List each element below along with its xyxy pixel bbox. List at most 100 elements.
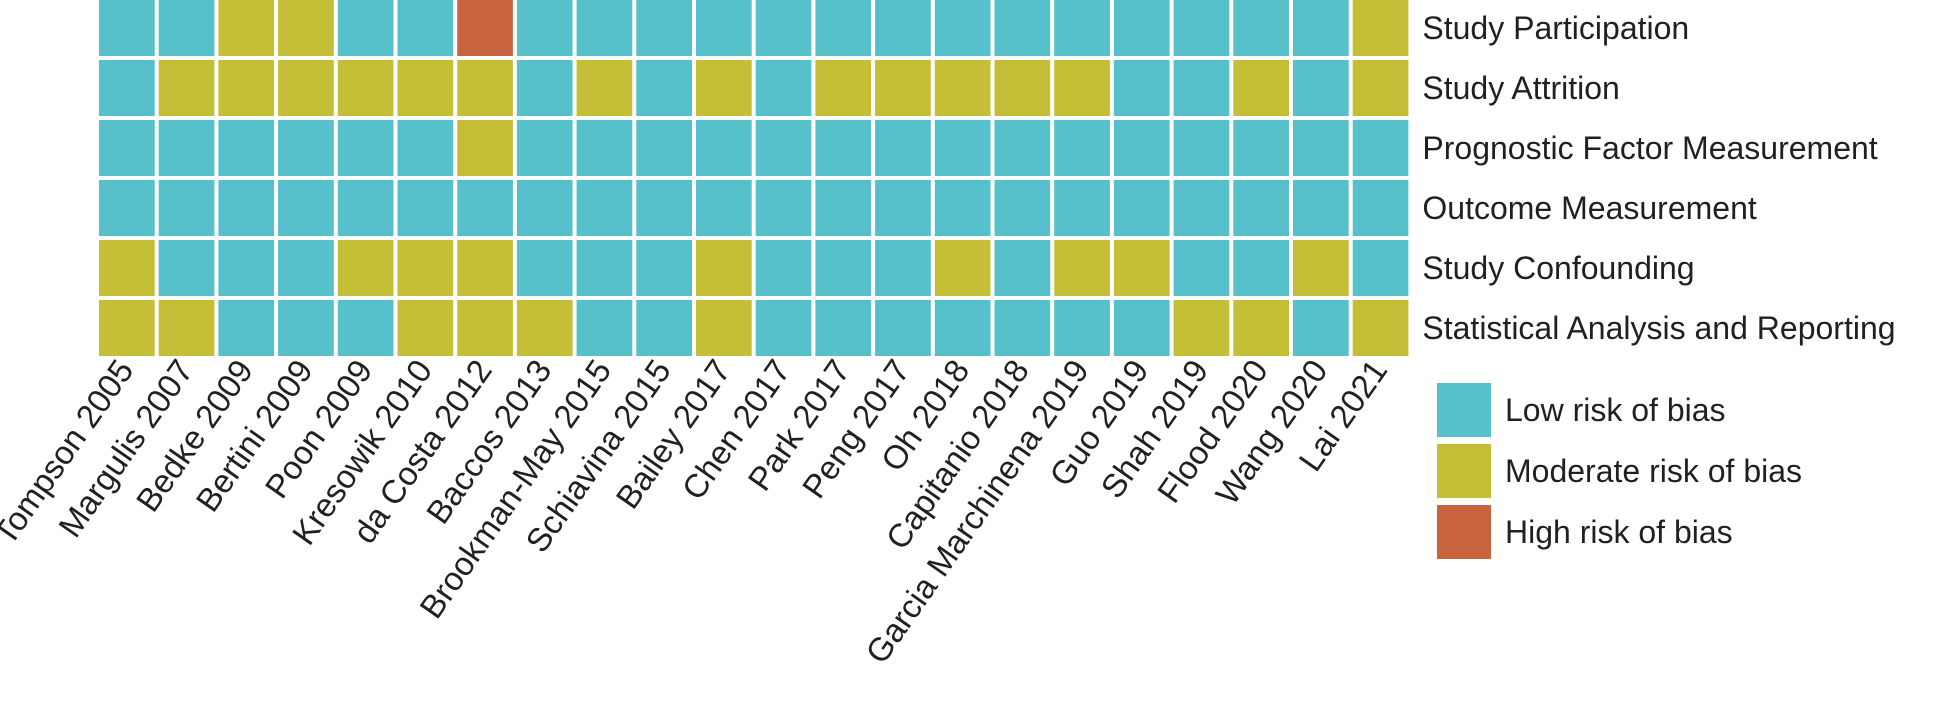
heatmap-cell: [457, 60, 513, 116]
heatmap-cell: [1352, 180, 1409, 236]
heatmap-cell: [397, 120, 454, 176]
heatmap-cell: [158, 180, 215, 236]
heatmap-cell: [1352, 120, 1409, 176]
heatmap-cell: [636, 300, 692, 356]
heatmap-cell: [1233, 300, 1289, 356]
heatmap-cell: [1113, 120, 1170, 176]
heatmap-cell: [1173, 300, 1230, 356]
heatmap-cell: [1233, 180, 1289, 236]
heatmap-cell: [696, 240, 752, 296]
heatmap-cell: [99, 240, 155, 296]
heatmap-cell: [337, 240, 394, 296]
heatmap-cell: [516, 300, 573, 356]
heatmap-cell: [755, 0, 812, 56]
heatmap-cell: [1113, 60, 1170, 116]
heatmap-cell: [696, 120, 752, 176]
heatmap-cell: [576, 0, 633, 56]
heatmap-cell: [815, 300, 872, 356]
heatmap-cell: [397, 0, 454, 56]
heatmap-cell: [1054, 60, 1110, 116]
heatmap-cell: [934, 180, 991, 236]
heatmap-cell: [516, 240, 573, 296]
heatmap-cell: [1054, 300, 1110, 356]
legend-label: Low risk of bias: [1505, 392, 1726, 428]
heatmap-cell: [1352, 60, 1409, 116]
heatmap-cell: [576, 300, 633, 356]
heatmap-cell: [337, 300, 394, 356]
legend-label: Moderate risk of bias: [1505, 453, 1802, 489]
heatmap-cell: [337, 0, 394, 56]
heatmap-cell: [218, 240, 275, 296]
heatmap-cell: [218, 60, 275, 116]
heatmap-cell: [457, 240, 513, 296]
heatmap-cell: [397, 180, 454, 236]
heatmap-cell: [875, 0, 931, 56]
heatmap-cell: [99, 0, 155, 56]
heatmap-cell: [875, 180, 931, 236]
heatmap-cell: [1054, 240, 1110, 296]
heatmap-cell: [994, 60, 1051, 116]
heatmap-cell: [158, 0, 215, 56]
heatmap-cell: [1113, 240, 1170, 296]
heatmap-cell: [755, 300, 812, 356]
heatmap-cell: [576, 60, 633, 116]
legend-swatch: [1437, 383, 1491, 437]
heatmap-cell: [397, 60, 454, 116]
heatmap-cell: [99, 60, 155, 116]
heatmap-cell: [994, 120, 1051, 176]
heatmap-cell: [1054, 180, 1110, 236]
heatmap-cell: [1293, 180, 1349, 236]
heatmap-cell: [875, 300, 931, 356]
heatmap-cell: [636, 240, 692, 296]
heatmap-cell: [218, 0, 275, 56]
heatmap-cell: [337, 180, 394, 236]
heatmap-cell: [457, 0, 513, 56]
heatmap-cell: [576, 240, 633, 296]
heatmap-cell: [815, 240, 872, 296]
row-label: Study Participation: [1422, 10, 1689, 46]
heatmap-cell: [99, 120, 155, 176]
heatmap-cell: [1293, 240, 1349, 296]
heatmap-cell: [397, 240, 454, 296]
heatmap-cell: [457, 120, 513, 176]
heatmap-cell: [934, 60, 991, 116]
heatmap-cell: [278, 120, 334, 176]
heatmap-cell: [158, 120, 215, 176]
heatmap-cell: [278, 240, 334, 296]
heatmap-cell: [516, 60, 573, 116]
heatmap-cell: [934, 0, 991, 56]
heatmap-cell: [815, 180, 872, 236]
heatmap-cell: [1173, 0, 1230, 56]
heatmap-cell: [1054, 120, 1110, 176]
heatmap-cell: [755, 120, 812, 176]
heatmap-cell: [1113, 180, 1170, 236]
heatmap-cell: [875, 120, 931, 176]
heatmap-cell: [1293, 300, 1349, 356]
heatmap-cell: [337, 120, 394, 176]
heatmap-cell: [636, 60, 692, 116]
heatmap-cell: [1233, 120, 1289, 176]
heatmap-cell: [576, 180, 633, 236]
heatmap-cell: [696, 0, 752, 56]
heatmap-cell: [875, 240, 931, 296]
heatmap-cell: [815, 120, 872, 176]
heatmap-cell: [278, 300, 334, 356]
heatmap-cell: [875, 60, 931, 116]
legend-swatch: [1437, 444, 1491, 498]
heatmap-cell: [1173, 180, 1230, 236]
heatmap-cell: [1113, 300, 1170, 356]
heatmap-cell: [278, 0, 334, 56]
row-label: Statistical Analysis and Reporting: [1422, 310, 1895, 346]
legend-label: High risk of bias: [1505, 514, 1733, 550]
heatmap-cell: [1293, 120, 1349, 176]
heatmap-cell: [516, 0, 573, 56]
heatmap-cell: [696, 300, 752, 356]
heatmap-cell: [158, 240, 215, 296]
heatmap-cell: [457, 300, 513, 356]
heatmap-cell: [1173, 120, 1230, 176]
heatmap-cell: [278, 60, 334, 116]
heatmap-cell: [516, 120, 573, 176]
heatmap-cell: [994, 240, 1051, 296]
heatmap-cell: [934, 240, 991, 296]
